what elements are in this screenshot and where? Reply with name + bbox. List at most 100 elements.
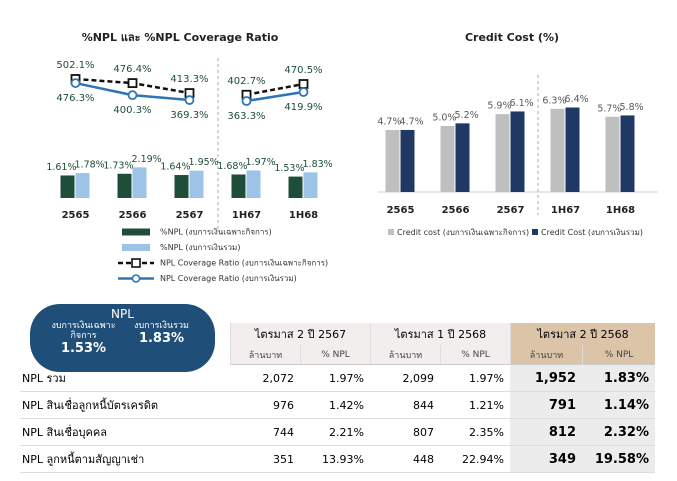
cell: 19.58% xyxy=(582,446,655,473)
sub-header: ล้านบาท xyxy=(510,345,582,365)
cell: 807 xyxy=(370,419,440,446)
bar-label: 1.95% xyxy=(189,157,219,168)
x-tick-label: 2566 xyxy=(442,205,470,216)
legend-marker xyxy=(131,274,141,283)
line-label: 413.3% xyxy=(170,74,208,85)
npl-item-value: 1.83% xyxy=(138,331,185,346)
bar-label: 6.4% xyxy=(565,94,589,105)
bar-label: 6.1% xyxy=(510,98,534,109)
legend-marker xyxy=(131,258,141,268)
x-tick-label: 1H67 xyxy=(232,210,261,221)
chart-title: Credit Cost (%) xyxy=(465,31,559,44)
x-tick-label: 1H68 xyxy=(606,205,635,216)
bar xyxy=(288,176,303,198)
npl-item: งบการเงินเฉพาะกิจการ 1.53% xyxy=(48,321,120,356)
x-tick-label: 2567 xyxy=(497,205,525,216)
bar-label: 1.83% xyxy=(303,159,333,170)
group-header: ไตรมาส 2 ปี 2567 xyxy=(230,323,370,345)
x-tick-label: 1H67 xyxy=(551,205,580,216)
legend-swatch xyxy=(532,229,538,235)
cell: 2,072 xyxy=(230,365,300,392)
sub-header: % NPL xyxy=(582,345,655,365)
row-label: NPL ลูกหนี้ตามสัญญาเช่า xyxy=(20,446,230,473)
bar-label: 1.53% xyxy=(274,163,304,174)
bar xyxy=(400,129,415,192)
bar-label: 6.3% xyxy=(542,95,566,106)
cell: 22.94% xyxy=(440,446,510,473)
legend-label: NPL Coverage Ratio (งบการเงินรวม) xyxy=(160,274,297,283)
legend-label: Credit Cost (งบการเงินรวม) xyxy=(541,228,643,237)
bar xyxy=(60,175,75,198)
bar-label: 1.61% xyxy=(46,162,76,173)
marker xyxy=(184,95,195,105)
marker xyxy=(127,90,138,101)
marker xyxy=(298,87,309,97)
cell: 2.32% xyxy=(582,419,655,446)
line xyxy=(246,90,304,103)
line-label: 402.7% xyxy=(227,76,265,87)
cell: 349 xyxy=(510,446,582,473)
bar xyxy=(231,174,246,198)
bar xyxy=(75,173,90,198)
bar-label: 5.7% xyxy=(597,103,621,114)
bar xyxy=(117,173,132,198)
bar xyxy=(303,172,318,198)
bar-label: 2.19% xyxy=(132,154,162,165)
cell: 448 xyxy=(370,446,440,473)
bar xyxy=(189,170,204,198)
cell: 1.97% xyxy=(440,365,510,392)
bar xyxy=(495,114,510,192)
bar-label: 5.0% xyxy=(432,113,456,124)
sub-header: % NPL xyxy=(300,345,370,365)
cell: 2.21% xyxy=(300,419,370,446)
legend-label: %NPL (งบการเงินเฉพาะกิจการ) xyxy=(160,228,272,237)
bar xyxy=(174,175,189,198)
legend-swatch xyxy=(122,228,150,236)
legend-swatch xyxy=(122,244,150,251)
cell: 2,099 xyxy=(370,365,440,392)
line xyxy=(246,82,304,96)
npl-item: งบการเงินรวม 1.83% xyxy=(126,321,198,356)
row-label: NPL รวม xyxy=(20,365,230,392)
sub-header: ล้านบาท xyxy=(230,345,300,365)
bar xyxy=(510,111,525,192)
marker xyxy=(298,79,309,89)
bar-label: 5.9% xyxy=(487,101,511,112)
npl-panel: NPL งบการเงินเฉพาะกิจการ 1.53% งบการเงินรว… xyxy=(30,304,215,372)
legend-swatch xyxy=(388,229,394,235)
bar xyxy=(605,116,620,192)
bar xyxy=(550,108,565,192)
cell: 791 xyxy=(510,392,582,419)
x-tick-label: 1H68 xyxy=(289,210,318,221)
line-label: 363.3% xyxy=(227,111,265,122)
bar xyxy=(132,167,147,198)
legend-label: %NPL (งบการเงินรวม) xyxy=(160,243,240,252)
bar-label: 4.7% xyxy=(400,116,424,127)
x-tick-label: 2566 xyxy=(119,210,147,221)
group-header: ไตรมาส 1 ปี 2568 xyxy=(370,323,510,345)
bar xyxy=(246,170,261,198)
row-label: NPL สินเชื่อบุคคล xyxy=(20,419,230,446)
npl-table: ไตรมาส 2 ปี 2567 ไตรมาส 1 ปี 2568 ไตรมาส 2… xyxy=(20,323,655,473)
cell: 13.93% xyxy=(300,446,370,473)
bar xyxy=(620,115,635,192)
npl-item-value: 1.53% xyxy=(60,341,107,356)
line-label: 476.3% xyxy=(56,93,94,104)
x-tick-label: 2565 xyxy=(387,205,415,216)
cell: 1.83% xyxy=(582,365,655,392)
line-label: 400.3% xyxy=(113,105,151,116)
x-tick-label: 2567 xyxy=(176,210,204,221)
bar-label: 5.8% xyxy=(620,102,644,113)
cell: 744 xyxy=(230,419,300,446)
line-label: 419.9% xyxy=(284,102,322,113)
marker xyxy=(127,78,138,88)
bar-label: 1.68% xyxy=(217,161,247,172)
bar-label: 1.97% xyxy=(246,157,276,168)
cell: 2.35% xyxy=(440,419,510,446)
bar-label: 1.78% xyxy=(75,160,105,171)
bar-label: 1.73% xyxy=(103,160,133,171)
bar-label: 4.7% xyxy=(377,116,401,127)
bar xyxy=(565,107,580,192)
x-tick-label: 2565 xyxy=(62,210,90,221)
